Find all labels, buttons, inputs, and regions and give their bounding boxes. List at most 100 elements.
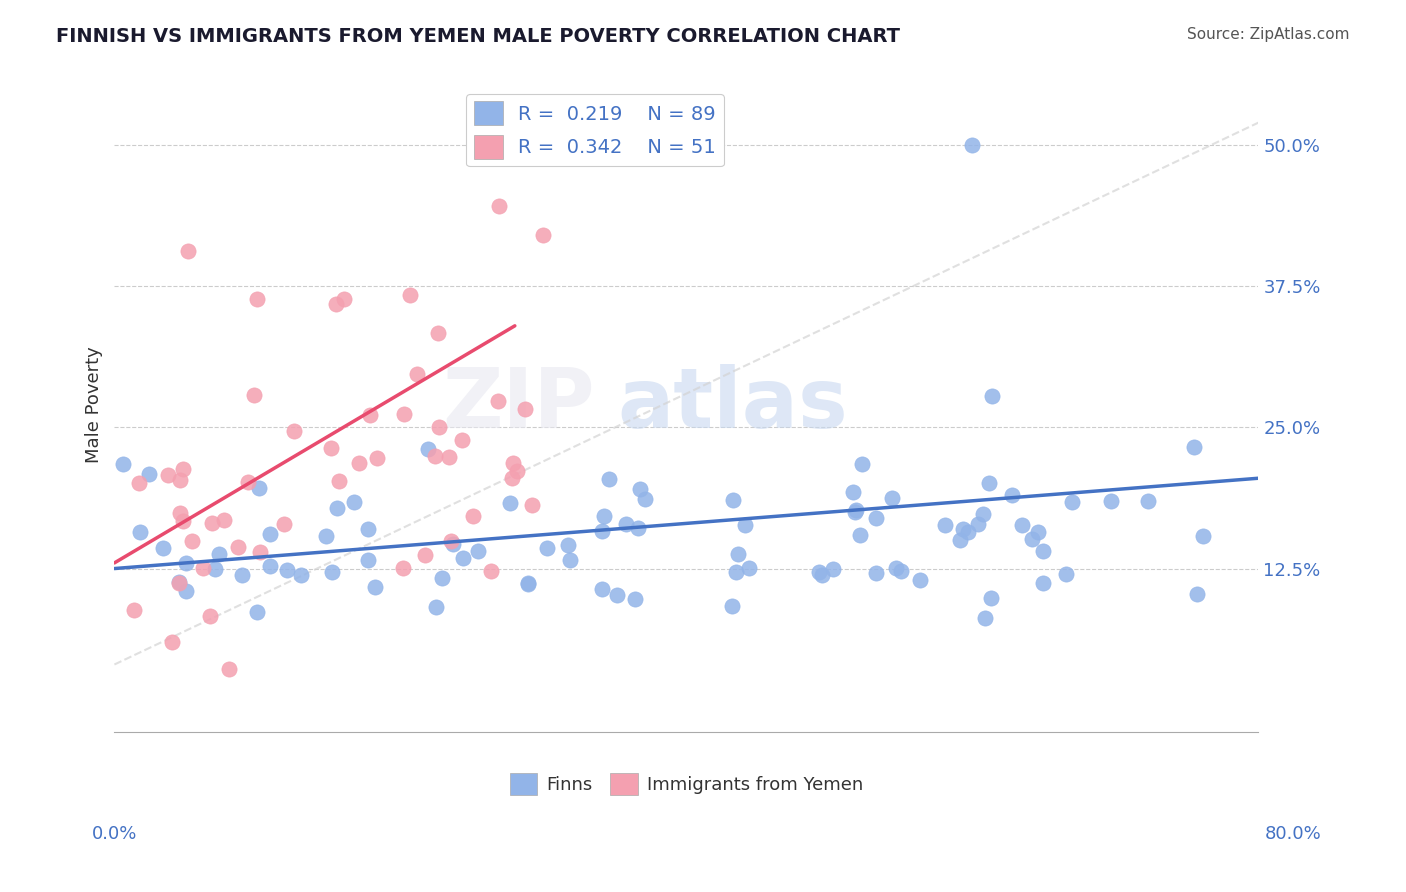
Point [321, 442, 343, 456]
Point [169, 473, 191, 487]
Point [283, 424, 305, 438]
Point [172, 462, 194, 476]
Point [882, 491, 904, 505]
Point [536, 541, 558, 556]
Point [533, 228, 555, 243]
Point [138, 467, 160, 481]
Point [727, 547, 749, 561]
Point [246, 605, 269, 619]
Point [111, 458, 134, 472]
Point [451, 434, 474, 448]
Point [481, 564, 503, 578]
Point [315, 529, 337, 543]
Point [328, 474, 350, 488]
Point [1021, 533, 1043, 547]
Point [405, 368, 427, 382]
Point [356, 522, 378, 536]
Point [451, 551, 474, 566]
Point [128, 475, 150, 490]
Point [242, 388, 264, 402]
Point [851, 457, 873, 471]
Point [486, 393, 509, 408]
Point [721, 599, 744, 614]
Point [152, 541, 174, 555]
Point [427, 420, 450, 434]
Point [865, 510, 887, 524]
Point [430, 571, 453, 585]
Point [734, 518, 756, 533]
Point [167, 576, 190, 591]
Point [1185, 586, 1208, 600]
Point [427, 326, 450, 340]
Point [821, 562, 844, 576]
Point [1137, 494, 1160, 508]
Point [1062, 495, 1084, 509]
Point [326, 501, 349, 516]
Point [501, 471, 523, 485]
Point [952, 522, 974, 536]
Point [366, 451, 388, 466]
Point [174, 584, 197, 599]
Point [972, 507, 994, 521]
Point [517, 576, 540, 591]
Point [558, 553, 581, 567]
Point [169, 506, 191, 520]
Point [721, 493, 744, 508]
Point [499, 496, 522, 510]
Point [520, 498, 543, 512]
Point [966, 516, 988, 531]
Point [808, 565, 831, 579]
Point [513, 401, 536, 416]
Point [357, 553, 380, 567]
Point [347, 456, 370, 470]
Text: FINNISH VS IMMIGRANTS FROM YEMEN MALE POVERTY CORRELATION CHART: FINNISH VS IMMIGRANTS FROM YEMEN MALE PO… [56, 27, 900, 45]
Point [606, 588, 628, 602]
Point [204, 562, 226, 576]
Point [974, 611, 997, 625]
Point [425, 599, 447, 614]
Point [1191, 529, 1213, 543]
Point [418, 442, 440, 456]
Point [980, 591, 1002, 606]
Y-axis label: Male Poverty: Male Poverty [86, 346, 103, 463]
Point [614, 517, 637, 532]
Point [259, 526, 281, 541]
Point [934, 517, 956, 532]
Point [738, 561, 761, 575]
Point [231, 568, 253, 582]
Point [865, 566, 887, 580]
Point [276, 563, 298, 577]
Point [1032, 576, 1054, 591]
Point [259, 558, 281, 573]
Point [392, 561, 415, 575]
Text: 0.0%: 0.0% [91, 825, 136, 843]
Point [1011, 517, 1033, 532]
Point [128, 525, 150, 540]
Point [467, 544, 489, 558]
Point [591, 524, 613, 538]
Point [627, 521, 650, 535]
Point [624, 592, 647, 607]
Point [290, 568, 312, 582]
Point [333, 292, 356, 306]
Point [628, 482, 651, 496]
Point [516, 577, 538, 591]
Point [273, 516, 295, 531]
Point [156, 468, 179, 483]
Text: Source: ZipAtlas.com: Source: ZipAtlas.com [1187, 27, 1350, 42]
Point [1001, 488, 1024, 502]
Point [506, 464, 529, 478]
Point [198, 609, 221, 624]
Point [842, 484, 865, 499]
Point [208, 547, 231, 561]
Point [724, 565, 747, 579]
Point [359, 408, 381, 422]
Point [981, 389, 1004, 403]
Point [174, 556, 197, 570]
Point [591, 582, 613, 596]
Point [949, 533, 972, 547]
Point [172, 514, 194, 528]
Point [321, 565, 343, 579]
Point [634, 491, 657, 506]
Point [440, 533, 463, 548]
